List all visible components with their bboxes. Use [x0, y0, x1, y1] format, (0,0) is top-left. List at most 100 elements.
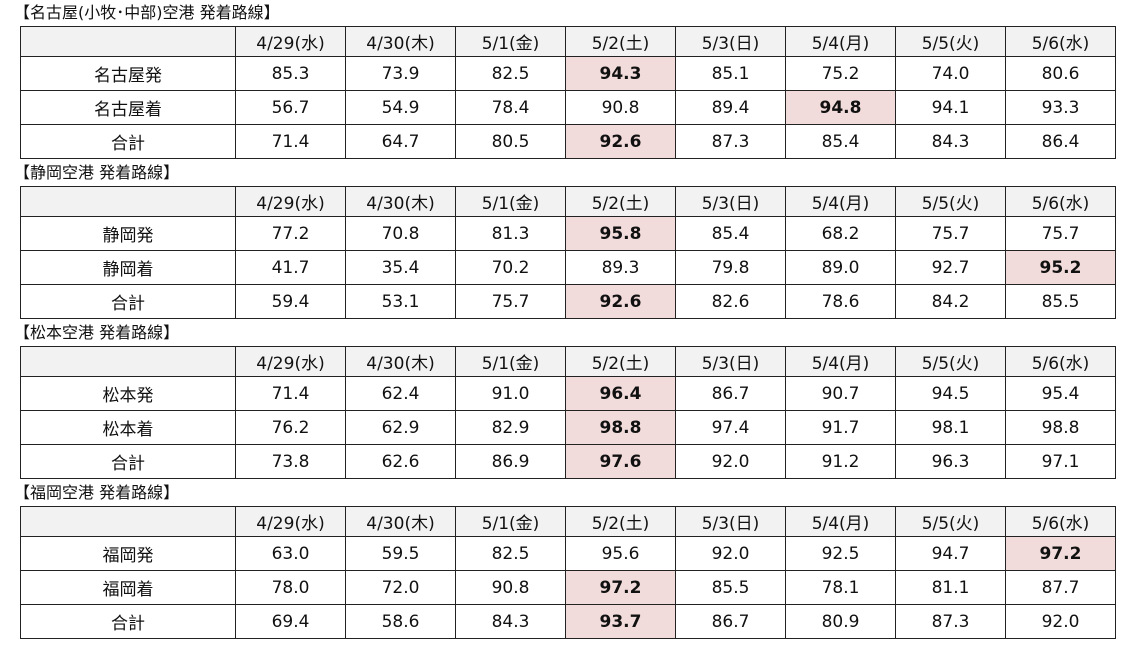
value-cell: 63.0 — [235, 536, 346, 571]
value-cell: 78.6 — [785, 284, 896, 319]
section-title: 【福岡空港 発着路線】 — [14, 483, 180, 502]
value-cell: 96.3 — [895, 444, 1006, 479]
value-cell: 92.0 — [675, 536, 786, 571]
value-cell: 98.8 — [565, 410, 676, 445]
value-cell: 82.6 — [675, 284, 786, 319]
row-label: 福岡着 — [20, 570, 236, 605]
value-cell: 53.1 — [345, 284, 456, 319]
header-row: 4/29(水) 4/30(木) 5/1(金) 5/2(土) 5/3(日) 5/4(月) 5/… — [20, 26, 1116, 57]
value-cell: 75.7 — [1005, 216, 1116, 251]
header-cell: 5/5(火) — [895, 186, 1006, 217]
section-title: 【松本空港 発着路線】 — [14, 323, 180, 342]
value-cell: 98.8 — [1005, 410, 1116, 445]
header-cell: 5/2(土) — [565, 506, 676, 537]
value-cell: 87.3 — [675, 124, 786, 159]
data-row: 静岡発 77.2 70.8 81.3 95.8 85.4 68.2 75.7 75.7 — [20, 216, 1116, 251]
value-cell: 94.8 — [785, 90, 896, 125]
row-label: 静岡着 — [20, 250, 236, 285]
value-cell: 94.5 — [895, 376, 1006, 411]
value-cell: 97.6 — [565, 444, 676, 479]
data-row: 静岡着 41.7 35.4 70.2 89.3 79.8 89.0 92.7 95.2 — [20, 250, 1116, 285]
value-cell: 70.2 — [455, 250, 566, 285]
header-cell — [20, 26, 236, 57]
value-cell: 73.9 — [345, 56, 456, 91]
header-cell: 5/4(月) — [785, 346, 896, 377]
header-cell — [20, 186, 236, 217]
value-cell: 81.3 — [455, 216, 566, 251]
header-cell: 5/6(水) — [1005, 506, 1116, 537]
data-row: 合計 69.4 58.6 84.3 93.7 86.7 80.9 87.3 92.0 — [20, 604, 1116, 639]
value-cell: 82.9 — [455, 410, 566, 445]
header-cell — [20, 506, 236, 537]
header-cell: 5/6(水) — [1005, 186, 1116, 217]
value-cell: 59.4 — [235, 284, 346, 319]
header-cell: 5/2(土) — [565, 346, 676, 377]
value-cell: 97.2 — [1005, 536, 1116, 571]
value-cell: 90.7 — [785, 376, 896, 411]
value-cell: 97.1 — [1005, 444, 1116, 479]
value-cell: 91.0 — [455, 376, 566, 411]
value-cell: 56.7 — [235, 90, 346, 125]
header-cell: 5/5(火) — [895, 26, 1006, 57]
value-cell: 89.0 — [785, 250, 896, 285]
value-cell: 89.3 — [565, 250, 676, 285]
value-cell: 92.7 — [895, 250, 1006, 285]
value-cell: 70.8 — [345, 216, 456, 251]
data-row: 合計 73.8 62.6 86.9 97.6 92.0 91.2 96.3 97.1 — [20, 444, 1116, 479]
value-cell: 85.5 — [675, 570, 786, 605]
row-label: 合計 — [20, 444, 236, 479]
header-cell: 5/6(水) — [1005, 26, 1116, 57]
value-cell: 77.2 — [235, 216, 346, 251]
value-cell: 85.1 — [675, 56, 786, 91]
header-row: 4/29(水) 4/30(木) 5/1(金) 5/2(土) 5/3(日) 5/4(月) 5/… — [20, 186, 1116, 217]
value-cell: 87.7 — [1005, 570, 1116, 605]
header-cell: 4/29(水) — [235, 506, 346, 537]
value-cell: 81.1 — [895, 570, 1006, 605]
row-label: 合計 — [20, 604, 236, 639]
value-cell: 75.7 — [895, 216, 1006, 251]
value-cell: 74.0 — [895, 56, 1006, 91]
data-row: 松本着 76.2 62.9 82.9 98.8 97.4 91.7 98.1 98.8 — [20, 410, 1116, 445]
row-label: 名古屋発 — [20, 56, 236, 91]
data-row: 福岡発 63.0 59.5 82.5 95.6 92.0 92.5 94.7 97.2 — [20, 536, 1116, 571]
value-cell: 82.5 — [455, 56, 566, 91]
value-cell: 97.2 — [565, 570, 676, 605]
value-cell: 95.4 — [1005, 376, 1116, 411]
value-cell: 80.6 — [1005, 56, 1116, 91]
header-cell: 5/1(金) — [455, 186, 566, 217]
data-table: 4/29(水) 4/30(木) 5/1(金) 5/2(土) 5/3(日) 5/4(月) 5/… — [20, 186, 1116, 319]
value-cell: 94.3 — [565, 56, 676, 91]
value-cell: 79.8 — [675, 250, 786, 285]
value-cell: 64.7 — [345, 124, 456, 159]
value-cell: 58.6 — [345, 604, 456, 639]
value-cell: 62.9 — [345, 410, 456, 445]
value-cell: 78.4 — [455, 90, 566, 125]
header-cell: 4/30(木) — [345, 346, 456, 377]
value-cell: 89.4 — [675, 90, 786, 125]
value-cell: 86.7 — [675, 376, 786, 411]
row-label: 静岡発 — [20, 216, 236, 251]
value-cell: 96.4 — [565, 376, 676, 411]
value-cell: 76.2 — [235, 410, 346, 445]
value-cell: 80.9 — [785, 604, 896, 639]
value-cell: 91.2 — [785, 444, 896, 479]
value-cell: 41.7 — [235, 250, 346, 285]
data-row: 合計 59.4 53.1 75.7 92.6 82.6 78.6 84.2 85.5 — [20, 284, 1116, 319]
value-cell: 85.4 — [785, 124, 896, 159]
header-cell: 5/1(金) — [455, 346, 566, 377]
value-cell: 93.3 — [1005, 90, 1116, 125]
header-cell: 4/29(水) — [235, 186, 346, 217]
value-cell: 86.7 — [675, 604, 786, 639]
header-cell: 4/30(木) — [345, 506, 456, 537]
value-cell: 80.5 — [455, 124, 566, 159]
data-table: 4/29(水) 4/30(木) 5/1(金) 5/2(土) 5/3(日) 5/4(月) 5/… — [20, 346, 1116, 479]
value-cell: 92.6 — [565, 284, 676, 319]
value-cell: 92.5 — [785, 536, 896, 571]
header-cell: 5/3(日) — [675, 506, 786, 537]
value-cell: 54.9 — [345, 90, 456, 125]
data-table: 4/29(水) 4/30(木) 5/1(金) 5/2(土) 5/3(日) 5/4(月) 5/… — [20, 506, 1116, 639]
section-title: 【静岡空港 発着路線】 — [14, 163, 180, 182]
value-cell: 98.1 — [895, 410, 1006, 445]
value-cell: 69.4 — [235, 604, 346, 639]
